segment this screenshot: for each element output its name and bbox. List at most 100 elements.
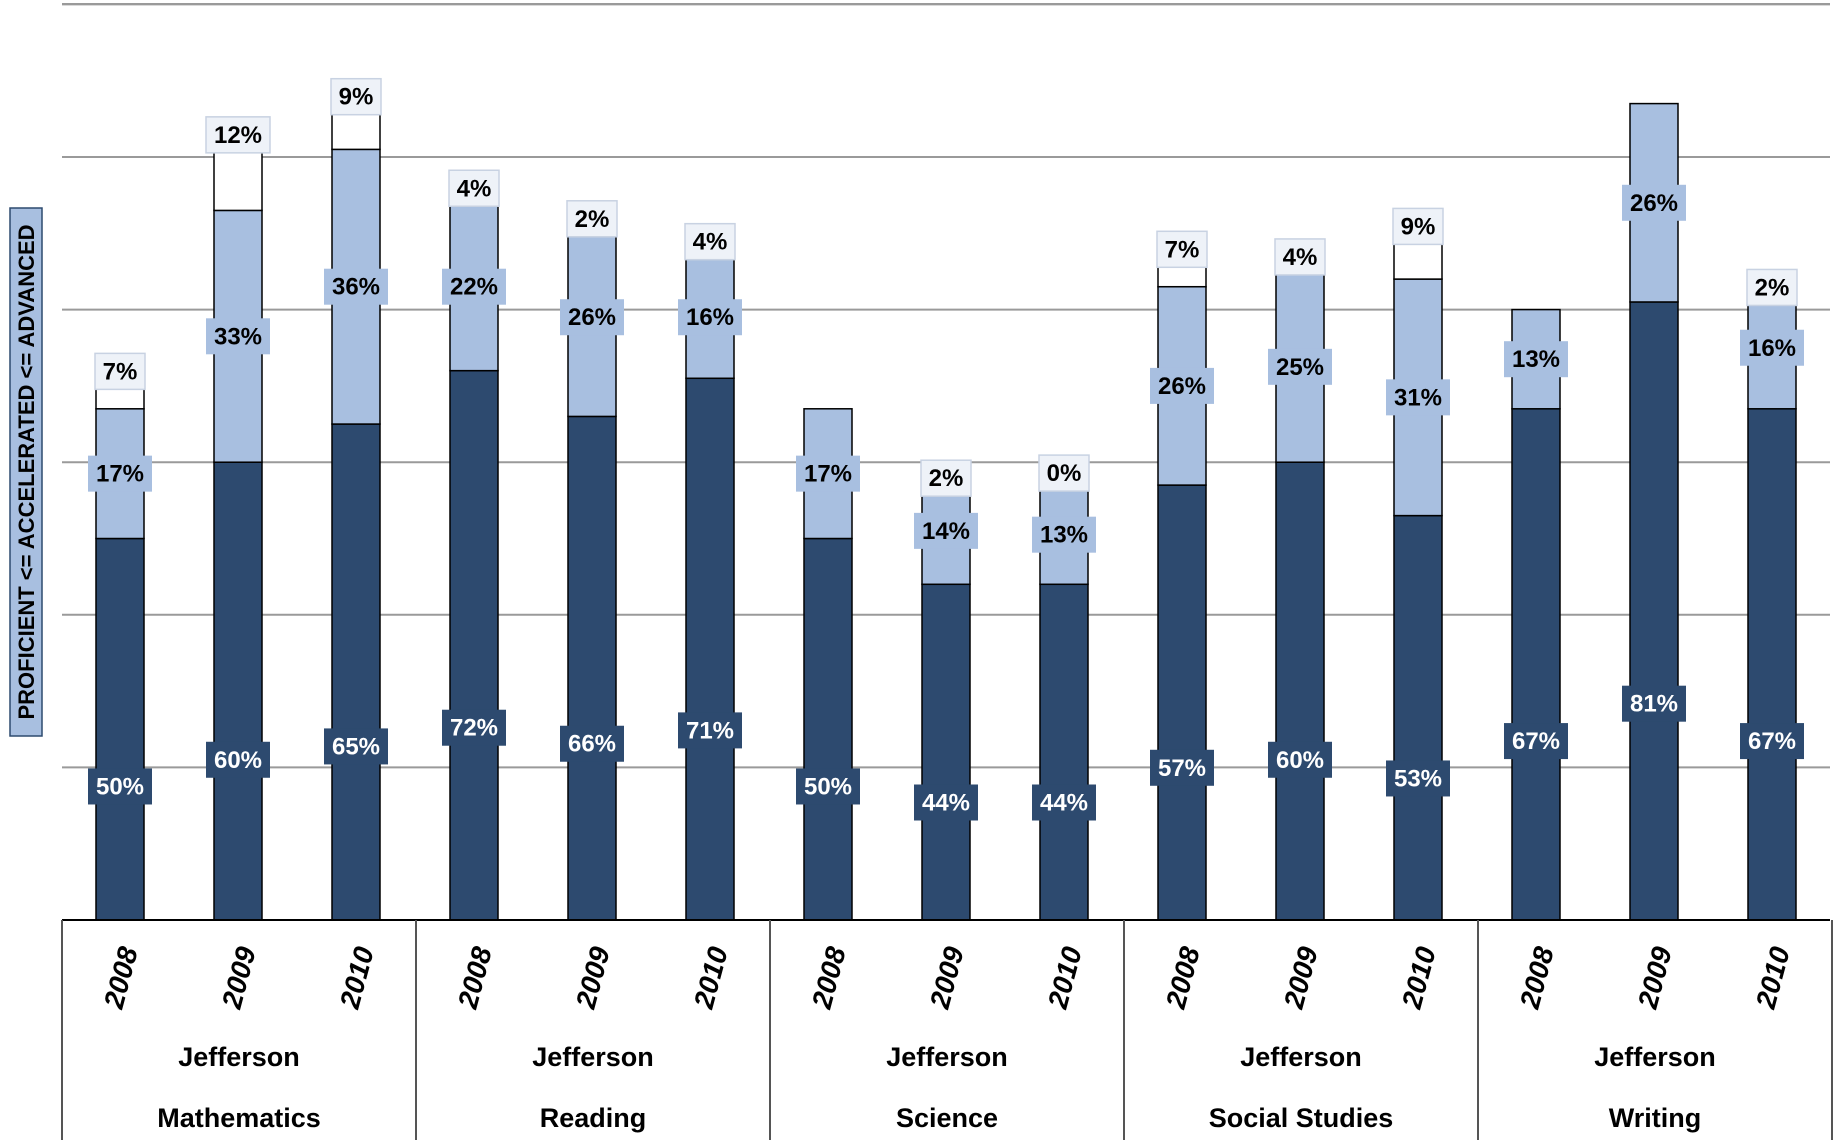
x-tick-label: 2010 bbox=[1396, 943, 1442, 1013]
data-label-proficient: 65% bbox=[332, 733, 380, 760]
data-label-bg bbox=[1032, 516, 1096, 553]
data-label-proficient: 60% bbox=[1276, 747, 1324, 774]
data-label-proficient: 57% bbox=[1158, 755, 1206, 782]
data-label-proficient: 67% bbox=[1512, 728, 1560, 755]
data-label-accelerated: 14% bbox=[922, 518, 970, 545]
data-label-advanced: 4% bbox=[693, 229, 728, 256]
data-label-bg bbox=[796, 768, 860, 805]
data-label-bg bbox=[88, 455, 152, 492]
data-label-advanced: 4% bbox=[1283, 244, 1318, 271]
data-label-accelerated: 17% bbox=[804, 461, 852, 488]
data-label-bg bbox=[1150, 367, 1214, 404]
data-label-bg bbox=[1746, 268, 1798, 307]
x-tick-label: 2010 bbox=[1750, 943, 1796, 1013]
data-label-accelerated: 16% bbox=[686, 304, 734, 331]
bar-segment-proficient bbox=[449, 369, 499, 921]
data-label-proficient: 50% bbox=[804, 773, 852, 800]
x-tick-label: 2009 bbox=[924, 943, 970, 1013]
x-tick-label: 2009 bbox=[1632, 943, 1678, 1013]
data-label-bg bbox=[1150, 749, 1214, 786]
data-label-bg bbox=[324, 728, 388, 765]
data-label-proficient: 44% bbox=[1040, 789, 1088, 816]
data-label-bg bbox=[1392, 207, 1444, 246]
bar-segment-proficient bbox=[331, 423, 381, 921]
data-label-accelerated: 31% bbox=[1394, 384, 1442, 411]
bar-segment-proficient bbox=[1747, 408, 1797, 921]
data-label-proficient: 72% bbox=[450, 715, 498, 742]
data-label-accelerated: 13% bbox=[1040, 522, 1088, 549]
data-label-bg bbox=[914, 512, 978, 549]
data-label-bg bbox=[1740, 329, 1804, 366]
data-label-bg bbox=[678, 299, 742, 336]
bar-segment-proficient bbox=[685, 377, 735, 921]
group-subject-label: Science bbox=[896, 1103, 998, 1133]
data-label-bg bbox=[1386, 379, 1450, 416]
bar-segment-proficient bbox=[1629, 301, 1679, 921]
data-label-bg bbox=[448, 169, 500, 208]
data-label-bg bbox=[1032, 784, 1096, 821]
data-label-accelerated: 26% bbox=[568, 304, 616, 331]
data-label-bg bbox=[88, 768, 152, 805]
x-tick-label: 2008 bbox=[806, 943, 852, 1013]
data-label-bg bbox=[1740, 723, 1804, 760]
bar-segment-proficient bbox=[1157, 484, 1207, 921]
group-school-label: Jefferson bbox=[886, 1042, 1008, 1072]
bar-segment-proficient bbox=[1275, 461, 1325, 921]
x-axis: 2008 2009 2010 Jefferson Mathematics 2008 2009… bbox=[61, 919, 1833, 1140]
data-label-advanced: 2% bbox=[929, 465, 964, 492]
data-label-bg bbox=[1622, 184, 1686, 221]
data-label-bg bbox=[1038, 454, 1090, 492]
data-label-bg bbox=[920, 459, 972, 497]
data-label-advanced: 9% bbox=[339, 84, 374, 111]
data-label-bg bbox=[1386, 760, 1450, 797]
data-label-accelerated: 16% bbox=[1748, 335, 1796, 362]
data-label-proficient: 66% bbox=[568, 731, 616, 758]
data-label-advanced: 12% bbox=[214, 122, 262, 149]
x-tick-label: 2008 bbox=[1160, 943, 1206, 1013]
data-label-bg bbox=[94, 352, 146, 391]
data-label-accelerated: 33% bbox=[214, 323, 262, 350]
data-label-bg bbox=[914, 784, 978, 821]
x-tick-label: 2008 bbox=[98, 943, 144, 1013]
data-label-proficient: 60% bbox=[214, 747, 262, 774]
data-label-advanced: 0% bbox=[1047, 460, 1082, 487]
data-label-advanced: 9% bbox=[1401, 213, 1436, 240]
bar-segment-proficient bbox=[567, 415, 617, 921]
bar-segment-proficient bbox=[921, 583, 971, 921]
data-label-accelerated: 26% bbox=[1630, 190, 1678, 217]
data-label-proficient: 50% bbox=[96, 773, 144, 800]
bar-segment-proficient bbox=[1039, 583, 1089, 921]
data-label-bg bbox=[678, 712, 742, 749]
data-label-bg bbox=[1504, 723, 1568, 760]
data-label-accelerated: 22% bbox=[450, 274, 498, 301]
x-tick-label: 2010 bbox=[688, 943, 734, 1013]
group-subject-label: Social Studies bbox=[1209, 1103, 1394, 1133]
data-label-advanced: 7% bbox=[1165, 236, 1200, 263]
group-school-label: Jefferson bbox=[178, 1042, 300, 1072]
data-label-bg bbox=[205, 116, 271, 154]
data-label-advanced: 4% bbox=[457, 175, 492, 202]
data-label-bg bbox=[206, 318, 270, 355]
data-label-bg bbox=[206, 741, 270, 778]
data-label-accelerated: 26% bbox=[1158, 373, 1206, 400]
y-axis-title: PROFICIENT <= ACCELERATED <= ADVANCED bbox=[14, 224, 39, 719]
bar-segment-proficient bbox=[95, 537, 145, 921]
bar-segment-proficient bbox=[1511, 408, 1561, 921]
data-label-bg bbox=[1504, 341, 1568, 378]
data-label-bg bbox=[324, 268, 388, 305]
data-label-bg bbox=[1156, 230, 1208, 269]
data-label-bg bbox=[1268, 741, 1332, 778]
bar-segment-proficient bbox=[803, 537, 853, 921]
data-label-accelerated: 36% bbox=[332, 274, 380, 301]
data-label-accelerated: 17% bbox=[96, 461, 144, 488]
data-label-proficient: 67% bbox=[1748, 728, 1796, 755]
data-label-bg bbox=[560, 725, 624, 762]
data-label-bg bbox=[1622, 685, 1686, 722]
data-label-bg bbox=[1274, 238, 1326, 276]
group-school-label: Jefferson bbox=[1594, 1042, 1716, 1072]
bar-segment-proficient bbox=[213, 461, 263, 921]
data-label-proficient: 81% bbox=[1630, 691, 1678, 718]
data-labels: 50% 17% 7% 60% 33% 12% 65% 36% 9% 72% 22% 4% 66% 26% 2… bbox=[88, 77, 1804, 821]
